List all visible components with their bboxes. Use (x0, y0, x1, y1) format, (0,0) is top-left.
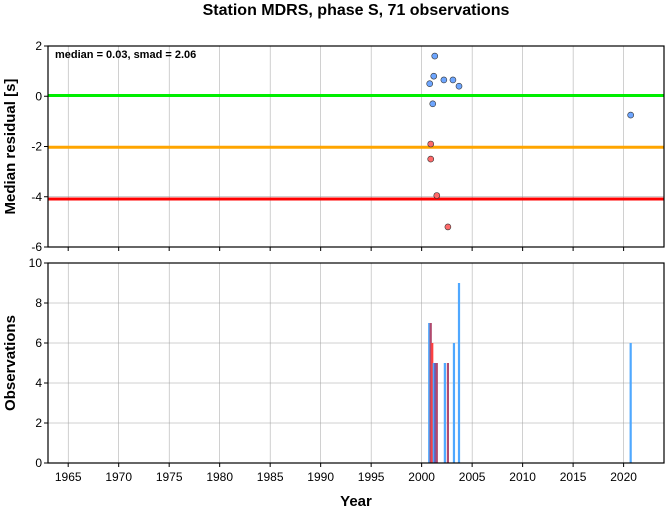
x-tick-label: 1985 (257, 470, 284, 484)
observations-panel: 0 2 4 6 8 10 1965 1970 1975 1980 1985 1990 1995 2000 2… (2, 256, 665, 484)
y-tick-label: 2 (35, 39, 42, 53)
x-axis-label: Year (340, 493, 372, 510)
data-point (430, 72, 438, 80)
bar (429, 323, 432, 463)
bar (446, 363, 449, 463)
plot-frame (47, 262, 665, 464)
data-point (427, 155, 435, 163)
x-tick-label: 2010 (509, 470, 536, 484)
x-tick-label: 2005 (459, 470, 486, 484)
y-tick-label: 0 (35, 89, 42, 103)
x-tick-label: 1970 (105, 470, 132, 484)
bar (443, 363, 446, 463)
y-tick-label: 2 (35, 416, 42, 430)
data-point (426, 80, 434, 87)
x-tick-label: 1965 (55, 470, 82, 484)
stats-annotation: median = 0.03, smad = 2.06 (55, 49, 196, 61)
y-tick-label: 0 (35, 456, 42, 470)
bar (629, 343, 632, 463)
y-axis-label: Observations (2, 315, 19, 411)
data-point (449, 76, 457, 84)
x-tick-label: 1975 (156, 470, 183, 484)
data-point (427, 140, 435, 148)
residual-panel: 2 0 -2 -4 -6 Median residual [s] median = 0.03… (2, 39, 665, 254)
y-tick-label: -4 (31, 190, 42, 204)
y-tick-label: -6 (31, 240, 42, 254)
data-point (429, 100, 437, 108)
y-tick-label: 4 (35, 376, 42, 390)
x-tick-label: 1990 (307, 470, 334, 484)
y-tick-label: -2 (31, 140, 42, 154)
bar (428, 323, 431, 463)
chart-title: Station MDRS, phase S, 71 observations (203, 2, 510, 19)
x-tick-label: 1980 (206, 470, 233, 484)
y-tick-label: 6 (35, 336, 42, 350)
data-point (440, 76, 448, 84)
y-axis-label: Median residual [s] (2, 79, 19, 215)
x-tick-label: 2020 (610, 470, 637, 484)
bar (435, 363, 438, 463)
data-point (431, 52, 439, 60)
bar (452, 343, 456, 463)
bar (431, 343, 434, 463)
x-tick-label: 1995 (358, 470, 385, 484)
y-tick-label: 8 (35, 296, 42, 310)
y-tick-label: 10 (29, 256, 43, 270)
data-point (627, 111, 634, 119)
x-tick-label: 2000 (408, 470, 435, 484)
data-point (455, 82, 463, 90)
data-point (444, 223, 452, 231)
x-tick-label: 2015 (560, 470, 587, 484)
bar (432, 363, 435, 463)
bar (457, 283, 461, 463)
data-point (433, 192, 441, 199)
bar (434, 363, 437, 463)
